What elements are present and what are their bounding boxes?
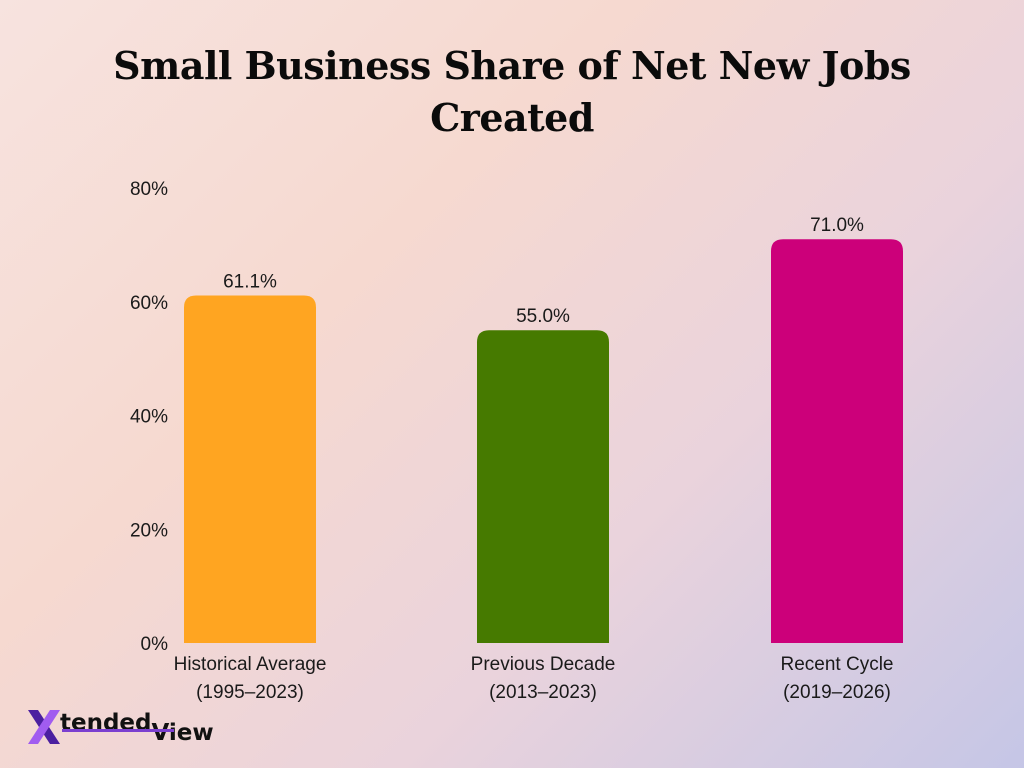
x-category-label: (2019–2026) <box>783 682 891 703</box>
logo-text-view: View <box>151 720 214 746</box>
x-category-label: Previous Decade <box>471 654 616 675</box>
y-tick-label: 60% <box>130 293 168 314</box>
bar-value-label: 55.0% <box>516 306 570 327</box>
y-tick-label: 40% <box>130 407 168 428</box>
y-tick-label: 20% <box>130 520 168 541</box>
bar-2 <box>477 330 609 643</box>
xtendedview-logo: tendedView <box>26 702 214 746</box>
bar-3 <box>771 239 903 643</box>
chart-title-line-2: Created <box>430 95 594 140</box>
x-logo-icon <box>28 710 60 744</box>
logo-underline <box>62 729 174 732</box>
y-tick-label: 0% <box>141 634 169 655</box>
bar-1 <box>184 295 316 643</box>
x-category-label: (1995–2023) <box>196 682 304 703</box>
logo-text-tended: tended <box>60 710 152 736</box>
chart-title: Small Business Share of Net New Jobs Cre… <box>0 40 1024 144</box>
logo-wordmark: tendedView <box>60 710 214 746</box>
x-category-label: (2013–2023) <box>489 682 597 703</box>
chart-title-line-1: Small Business Share of Net New Jobs <box>113 43 911 88</box>
y-tick-label: 80% <box>130 179 168 200</box>
x-category-label: Recent Cycle <box>781 654 894 675</box>
bar-value-label: 71.0% <box>810 215 864 236</box>
bar-value-label: 61.1% <box>223 271 277 292</box>
x-category-label: Historical Average <box>174 654 327 675</box>
